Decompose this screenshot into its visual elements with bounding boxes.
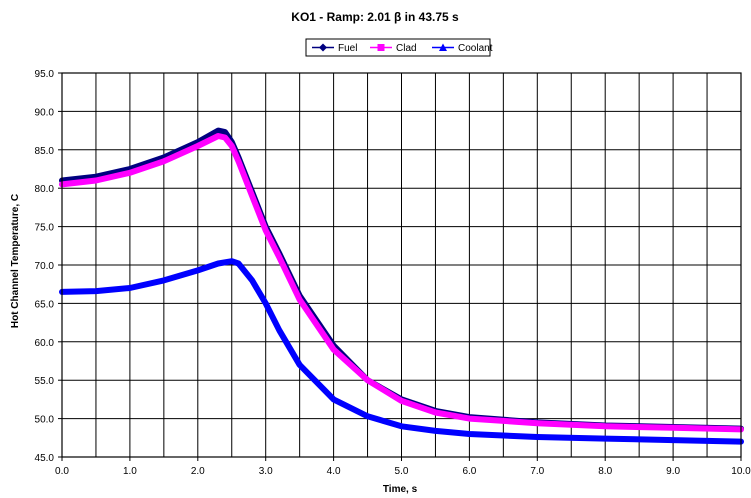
- series-layer: [59, 127, 744, 445]
- x-tick-label: 5.0: [395, 466, 409, 477]
- y-tick-label: 70.0: [35, 261, 55, 272]
- legend: Fuel Clad Coolant: [305, 38, 493, 57]
- legend-label-fuel: Fuel: [338, 43, 357, 54]
- y-tick-label: 45.0: [35, 453, 55, 464]
- y-tick-label: 55.0: [35, 376, 55, 387]
- legend-box: [305, 38, 491, 57]
- y-axis-ticks: 45.0 50.0 55.0 60.0 65.0 70.0 75.0 80.0 85.0 90.0…: [35, 69, 62, 464]
- legend-marker-triangle-icon: [439, 43, 447, 51]
- y-tick-label: 75.0: [35, 223, 55, 234]
- series-line-clad: [59, 133, 744, 433]
- x-tick-label: 9.0: [666, 466, 680, 477]
- legend-marker-square-icon: [377, 44, 385, 51]
- x-axis-ticks: 0.0 1.0 2.0 3.0 4.0 5.0 6.0 7.0 8.0 9.0 10.0: [55, 457, 751, 477]
- y-tick-label: 95.0: [35, 69, 55, 80]
- x-tick-label: 2.0: [191, 466, 205, 477]
- y-tick-label: 50.0: [35, 415, 55, 426]
- x-tick-label: 8.0: [598, 466, 612, 477]
- x-tick-label: 0.0: [55, 466, 69, 477]
- x-tick-label: 1.0: [123, 466, 137, 477]
- legend-label-clad: Clad: [396, 43, 417, 54]
- legend-label-coolant: Coolant: [458, 43, 493, 54]
- x-tick-label: 10.0: [731, 466, 751, 477]
- y-tick-label: 85.0: [35, 146, 55, 157]
- x-tick-label: 3.0: [259, 466, 273, 477]
- series-line-coolant: [59, 258, 744, 445]
- x-tick-label: 4.0: [327, 466, 341, 477]
- y-tick-label: 60.0: [35, 338, 55, 349]
- chart-title: KO1 - Ramp: 2.01 β in 43.75 s: [291, 10, 459, 24]
- y-tick-label: 80.0: [35, 184, 55, 195]
- y-tick-label: 90.0: [35, 107, 55, 118]
- x-tick-label: 6.0: [462, 466, 476, 477]
- x-axis-label: Time, s: [383, 484, 418, 495]
- legend-marker-diamond-icon: [319, 43, 327, 52]
- x-tick-label: 7.0: [530, 466, 544, 477]
- y-tick-label: 65.0: [35, 299, 55, 310]
- y-axis-label: Hot Channel Temperature, C: [10, 194, 21, 328]
